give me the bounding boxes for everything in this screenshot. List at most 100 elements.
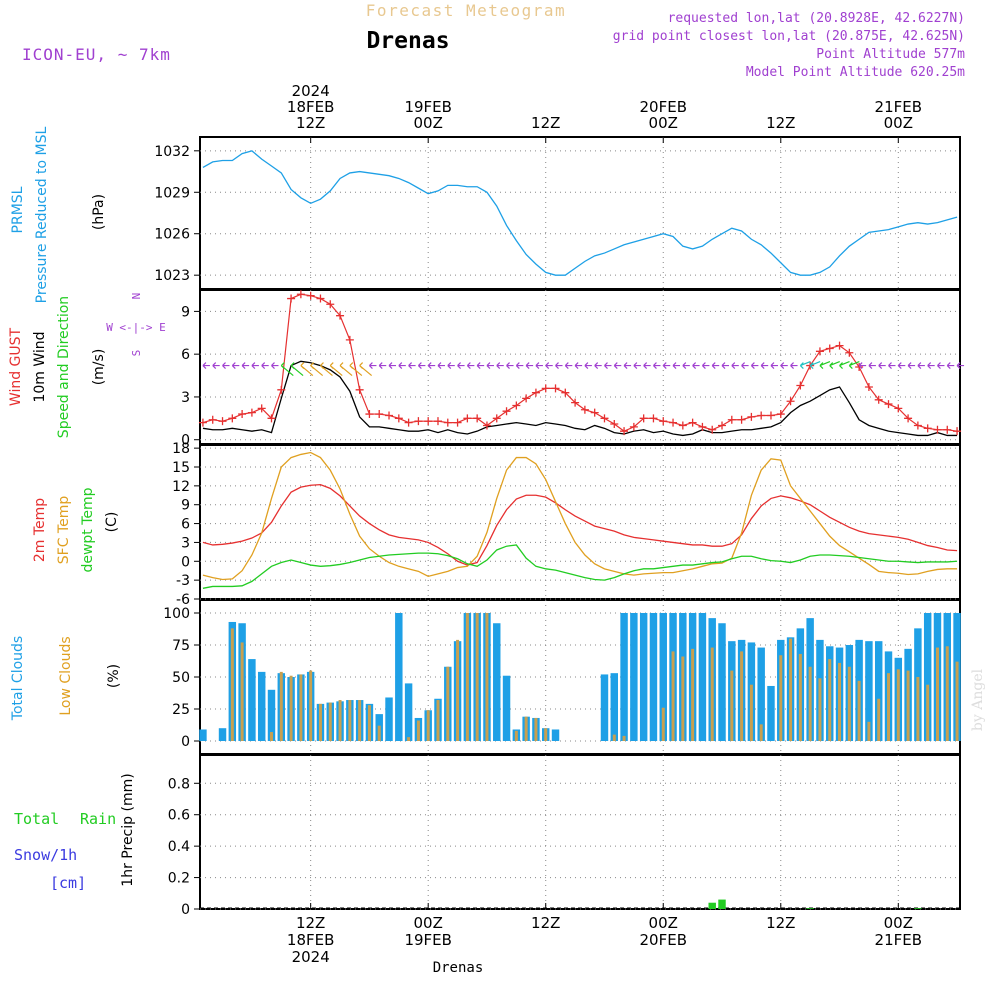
wind-direction-arrow	[711, 362, 720, 369]
wind-gust-point	[629, 422, 638, 431]
wind-direction-arrow	[427, 362, 436, 369]
temp-ytick-label: 15	[172, 460, 190, 476]
cloud-total-bar	[757, 647, 765, 741]
wind-gust-point	[864, 382, 873, 391]
cloud-low-bar	[338, 700, 342, 741]
precip-panel-labels: Total Rain Snow/1h [cm] 1hr Precip (mm)	[14, 773, 136, 892]
wind-direction-arrow	[672, 362, 681, 369]
cloud-low-bar	[789, 638, 793, 741]
cloud-total-bar	[199, 729, 207, 741]
pressure-ytick-label: 1026	[154, 227, 190, 243]
pressure-panel-labels: PRMSL Pressure Reduced to MSL (hPa)	[10, 126, 107, 303]
temp-dewpt-line	[202, 544, 958, 589]
wind-gust-point	[365, 410, 374, 419]
cloud-low-bar	[838, 662, 842, 741]
cloud-low-bar	[926, 684, 930, 741]
wind-direction-arrow	[760, 362, 769, 369]
cloud-total-bar	[718, 623, 726, 741]
wind-gust-point	[571, 398, 580, 407]
temp-label-sfc: SFC Temp	[56, 496, 72, 565]
wind-gust-point	[316, 294, 325, 303]
cloud-low-bar	[416, 720, 420, 741]
cloud-low-bar	[240, 642, 244, 741]
cloud-total-bar	[385, 697, 393, 741]
wind-gust-point	[198, 418, 207, 427]
precip-rain-bar	[718, 899, 726, 909]
wind-direction-arrow	[839, 361, 850, 369]
point-altitude: Point Altitude 577m	[816, 47, 965, 62]
wind-direction-arrow	[907, 362, 916, 369]
wind-direction-arrow	[251, 362, 259, 369]
wind-gust-point	[600, 414, 609, 423]
wind-direction-arrow	[329, 362, 343, 377]
precip-label-rain: Rain	[80, 810, 116, 828]
wind-direction-arrow	[212, 362, 220, 369]
wind-direction-arrow	[339, 362, 353, 377]
temp-ytick-label: 3	[181, 535, 190, 551]
wind-direction-arrow	[780, 362, 788, 369]
wind-gust-point	[287, 294, 296, 303]
wind-direction-arrow	[447, 362, 455, 369]
cloud-low-bar	[749, 684, 753, 741]
cloud-low-bar	[534, 717, 538, 741]
cloud-low-bar	[367, 705, 371, 741]
wind-gust-point	[463, 414, 472, 423]
cloud-low-bar	[759, 724, 763, 741]
wind-label-speed-dir: Speed and Direction	[56, 296, 72, 438]
wind-direction-arrow	[613, 362, 622, 369]
precip-frame	[199, 754, 961, 910]
wind-compass-s: S	[130, 350, 143, 357]
cloud-low-bar	[661, 707, 665, 741]
cloud-low-bar	[681, 656, 685, 741]
wind-direction-arrow	[506, 362, 514, 369]
wind-gust-point	[257, 404, 266, 413]
wind-gust-point	[933, 425, 942, 434]
cloud-low-bar	[779, 655, 783, 741]
wind-gust-point	[786, 397, 795, 406]
cloud-panel-labels: Total Clouds Low Clouds (%)	[10, 636, 122, 721]
cloud-low-bar	[475, 613, 479, 741]
cloud-low-bar	[299, 674, 303, 741]
wind-direction-arrow	[829, 361, 840, 369]
wind-direction-arrow	[946, 362, 955, 369]
precip-rain-bar	[806, 908, 814, 909]
wind-gust-point	[825, 344, 834, 353]
cloud-low-bar	[270, 732, 273, 741]
cloud-low-bar	[514, 730, 518, 741]
temp-label-unit: (C)	[104, 512, 120, 533]
cloud-low-bar	[485, 613, 489, 741]
wind-gust-point	[659, 417, 668, 426]
wind-gust-point	[923, 424, 932, 433]
wind-gust-point	[433, 417, 442, 426]
temp-ytick-label: 0	[181, 554, 190, 570]
wind-gust-point	[561, 388, 570, 397]
cloud-low-bar	[407, 737, 411, 741]
wind-compass-n: N	[130, 293, 143, 300]
wind-gust-point	[355, 385, 364, 394]
wind-direction-arrow	[369, 362, 377, 369]
temp-ytick-label: -3	[176, 573, 190, 589]
cloud-low-bar	[808, 666, 812, 741]
top-time-label: 12Z	[296, 114, 325, 132]
temp-ytick-label: 9	[181, 498, 190, 514]
cloud-low-bar	[456, 639, 460, 741]
model-altitude: Model Point Altitude 620.25m	[746, 65, 965, 80]
top-time-label: 19FEB	[404, 98, 451, 116]
cloud-low-bar	[955, 661, 959, 741]
cloud-total-bar	[248, 659, 256, 741]
wind-direction-arrow	[555, 362, 563, 369]
wind-gust-point	[708, 425, 717, 434]
cloud-low-bar	[935, 647, 939, 741]
precip-ytick-label: 0.2	[168, 871, 190, 887]
wind-direction-arrow	[868, 362, 876, 369]
wind-direction-arrow	[858, 362, 867, 369]
wind-direction-arrow	[231, 362, 240, 369]
cloud-low-bar	[896, 669, 900, 741]
cloud-low-bar	[798, 653, 802, 741]
wind-direction-arrow	[878, 362, 886, 369]
top-time-label: 00Z	[414, 114, 443, 132]
wind-gust-point	[277, 385, 286, 394]
wind-gust-point	[678, 421, 687, 430]
wind-direction-arrow	[300, 362, 314, 377]
